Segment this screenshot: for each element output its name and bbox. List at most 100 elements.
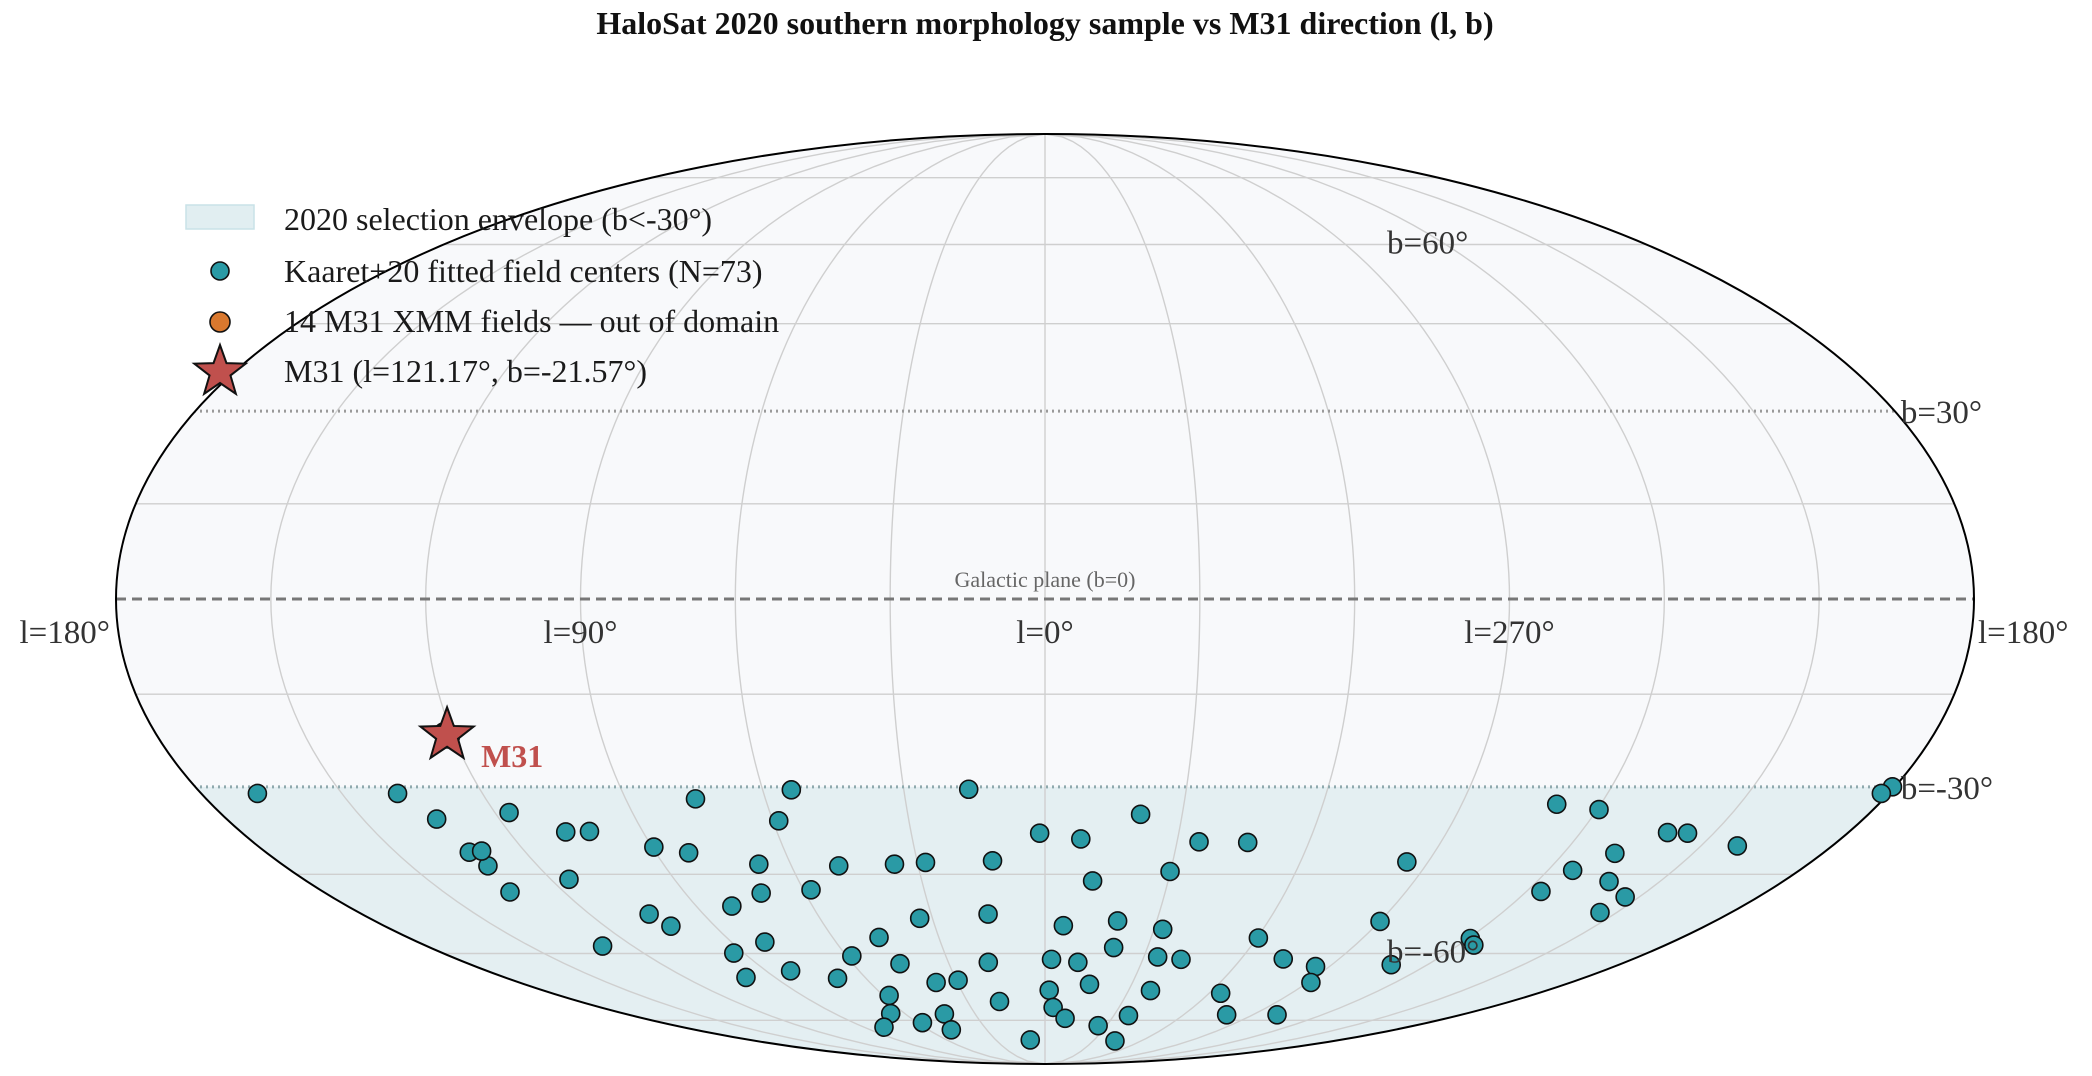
field-center-point xyxy=(639,904,659,924)
field-center-point xyxy=(722,896,742,916)
galactic-plane-label: Galactic plane (b=0) xyxy=(955,567,1136,592)
lon-tick-label: l=0° xyxy=(1016,615,1073,651)
legend-marker-m31-xmm xyxy=(209,311,231,333)
field-center-point xyxy=(1590,902,1610,923)
field-center-point xyxy=(1677,823,1698,843)
field-center-point xyxy=(948,970,968,990)
m31-label: M31 xyxy=(481,738,543,774)
field-center-point xyxy=(1043,997,1063,1018)
field-center-point xyxy=(842,946,862,966)
field-center-point xyxy=(736,967,756,988)
field-center-point xyxy=(1589,799,1609,820)
field-center-point xyxy=(869,927,889,948)
sky-boundary xyxy=(115,133,1975,1065)
field-center-point xyxy=(1160,861,1180,882)
field-center-point xyxy=(827,968,848,989)
field-center-point xyxy=(768,811,789,831)
field-center-point xyxy=(644,837,664,857)
field-center-point xyxy=(1397,852,1417,872)
field-center-point xyxy=(1071,829,1091,849)
lon-tick-label: l=90° xyxy=(544,615,618,651)
field-center-point xyxy=(1248,928,1269,948)
legend-label-envelope: 2020 selection envelope (b<-30°) xyxy=(284,201,712,237)
field-center-point xyxy=(1140,980,1161,1001)
field-center-point xyxy=(1171,949,1191,970)
field-center-point xyxy=(978,952,999,973)
field-center-point xyxy=(1273,949,1294,969)
field-center-point xyxy=(1267,1004,1287,1025)
field-center-point xyxy=(926,972,946,993)
field-center-point xyxy=(879,985,899,1006)
lat-tick-label: b=-30° xyxy=(1901,771,1993,807)
gridline-lon xyxy=(270,134,1046,1064)
field-center-point xyxy=(247,783,268,804)
field-center-point xyxy=(1301,972,1321,993)
legend-swatch-envelope xyxy=(185,204,255,230)
legend-marker-fields xyxy=(210,261,230,281)
field-center-point xyxy=(661,916,681,936)
field-center-point xyxy=(884,854,905,874)
lat-tick-label: b=30° xyxy=(1901,395,1982,431)
legend-marker-m31-star xyxy=(191,342,249,397)
field-center-point xyxy=(1020,1030,1041,1050)
chart-title: HaloSat 2020 southern morphology sample … xyxy=(596,5,1493,41)
field-center-point xyxy=(1152,919,1173,940)
field-center-point xyxy=(982,850,1003,871)
legend-label-fields: Kaaret+20 fitted field centers (N=73) xyxy=(284,253,763,289)
field-center-point xyxy=(579,821,600,842)
field-center-point xyxy=(749,854,769,874)
field-center-point xyxy=(1118,1005,1139,1026)
field-center-point xyxy=(1464,935,1484,955)
field-center-point xyxy=(1381,954,1402,975)
field-center-point xyxy=(1237,832,1258,853)
field-center-point xyxy=(1605,843,1625,864)
field-center-point xyxy=(1531,881,1551,902)
field-center-point xyxy=(1041,949,1062,970)
field-center-point xyxy=(1657,822,1678,843)
field-center-point xyxy=(751,883,771,903)
field-center-point xyxy=(780,961,801,981)
lat-tick-label: b=-60° xyxy=(1387,935,1479,971)
field-center-point xyxy=(1189,832,1209,852)
field-center-point xyxy=(941,1019,962,1040)
field-center-point xyxy=(1029,823,1050,843)
field-center-point xyxy=(1039,980,1059,1000)
field-center-point xyxy=(1562,860,1583,881)
field-center-point xyxy=(1546,794,1567,815)
field-center-point xyxy=(1082,871,1103,891)
field-center-point xyxy=(1210,983,1231,1004)
field-center-point xyxy=(1615,887,1635,907)
field-center-point xyxy=(1068,952,1088,973)
lon-tick-label: l=180° xyxy=(1978,615,2068,651)
field-center-point xyxy=(471,841,492,861)
field-center-point xyxy=(755,932,775,952)
field-center-point xyxy=(723,943,744,963)
field-center-point xyxy=(1599,871,1619,892)
gridline-lon xyxy=(1044,134,1666,1064)
field-center-point xyxy=(592,936,613,956)
legend-label-m31: M31 (l=121.17°, b=-21.57°) xyxy=(284,353,647,389)
field-center-point xyxy=(1871,783,1892,804)
lat-tick-label: b=60° xyxy=(1387,225,1468,261)
field-center-point xyxy=(426,809,447,829)
field-center-point xyxy=(912,1012,933,1033)
field-center-point xyxy=(978,904,998,924)
field-center-point xyxy=(1105,1031,1125,1051)
field-center-point xyxy=(499,802,519,823)
legend: 2020 selection envelope (b<-30°) Kaaret+… xyxy=(185,201,779,397)
field-center-point xyxy=(387,783,408,804)
field-center-point xyxy=(1079,974,1100,995)
lon-tick-label: l=270° xyxy=(1464,615,1554,651)
field-center-point xyxy=(1216,1004,1237,1025)
field-center-point xyxy=(1147,947,1168,967)
field-center-point xyxy=(909,908,930,929)
field-center-point xyxy=(1107,911,1128,931)
field-center-point xyxy=(1088,1015,1108,1036)
field-center-point xyxy=(874,1017,894,1037)
legend-label-m31-xmm: 14 M31 XMM fields — out of domain xyxy=(284,303,779,339)
gridline-lon xyxy=(1044,134,1201,1064)
field-center-point xyxy=(1370,911,1390,932)
field-center-point xyxy=(915,852,936,873)
field-center-point xyxy=(890,953,910,974)
m31-star-marker xyxy=(417,704,477,761)
